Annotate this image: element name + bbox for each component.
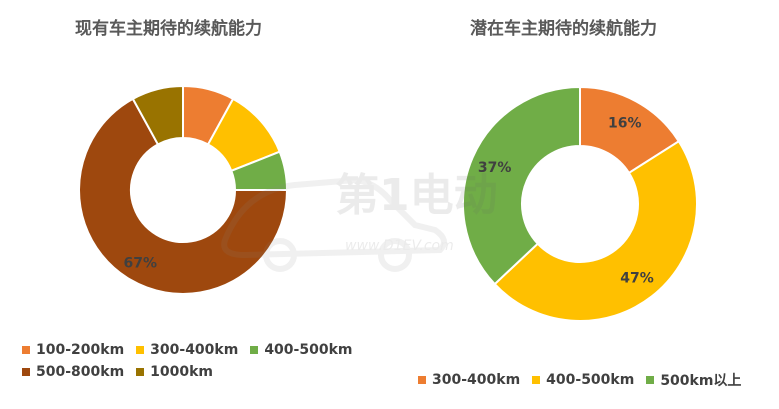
right-slice-1 xyxy=(493,139,698,322)
left-legend-swatch xyxy=(250,346,259,354)
left-legend-label: 1000km xyxy=(150,364,214,380)
left-legend-swatch xyxy=(22,346,30,354)
right-legend-swatch xyxy=(646,376,655,384)
left-legend-label: 500-800km xyxy=(36,364,125,380)
right-legend-item: 500km以上 xyxy=(646,370,741,390)
right-legend-label: 500km以上 xyxy=(660,373,742,389)
right-legend-label: 300-400km xyxy=(432,372,521,388)
left-slice-3 xyxy=(78,97,289,295)
right-legend-swatch xyxy=(532,376,541,384)
right-legend-item: 300-400km xyxy=(418,372,520,388)
right-chart-title: 潜在车主期待的续航能力 xyxy=(470,19,657,39)
left-legend-item: 1000km xyxy=(136,364,213,380)
left-chart-title: 现有车主期待的续航能力 xyxy=(75,19,262,39)
left-legend-swatch xyxy=(22,368,30,376)
left-legend-label: 400-500km xyxy=(264,342,353,358)
right-legend-swatch xyxy=(418,376,426,384)
right-data-label-0: 16% xyxy=(608,116,642,132)
left-legend-swatch xyxy=(136,346,145,354)
left-data-label-3: 67% xyxy=(123,255,157,271)
right-slice-2 xyxy=(462,85,581,286)
left-legend-row: 100-200km 300-400km 400-500km xyxy=(22,339,364,361)
right-legend: 300-400km 400-500km 500km以上 xyxy=(418,369,753,391)
left-slice-4 xyxy=(131,84,184,146)
left-legend-item: 400-500km xyxy=(250,342,352,358)
right-legend-row: 300-400km 400-500km 500km以上 xyxy=(418,369,753,391)
left-legend-label: 300-400km xyxy=(150,342,239,358)
left-legend-label: 100-200km xyxy=(36,342,125,358)
right-legend-label: 400-500km xyxy=(546,372,635,388)
left-legend-item: 100-200km xyxy=(22,342,124,358)
left-legend-item: 300-400km xyxy=(136,342,238,358)
left-legend-swatch xyxy=(136,368,145,376)
right-data-label-2: 37% xyxy=(478,160,512,176)
right-data-label-1: 47% xyxy=(620,270,654,286)
left-legend: 100-200km 300-400km 400-500km 500-800km 1000… xyxy=(22,339,364,383)
right-legend-item: 400-500km xyxy=(532,372,634,388)
left-legend-row: 500-800km 1000km xyxy=(22,361,364,383)
left-legend-item: 500-800km xyxy=(22,364,124,380)
